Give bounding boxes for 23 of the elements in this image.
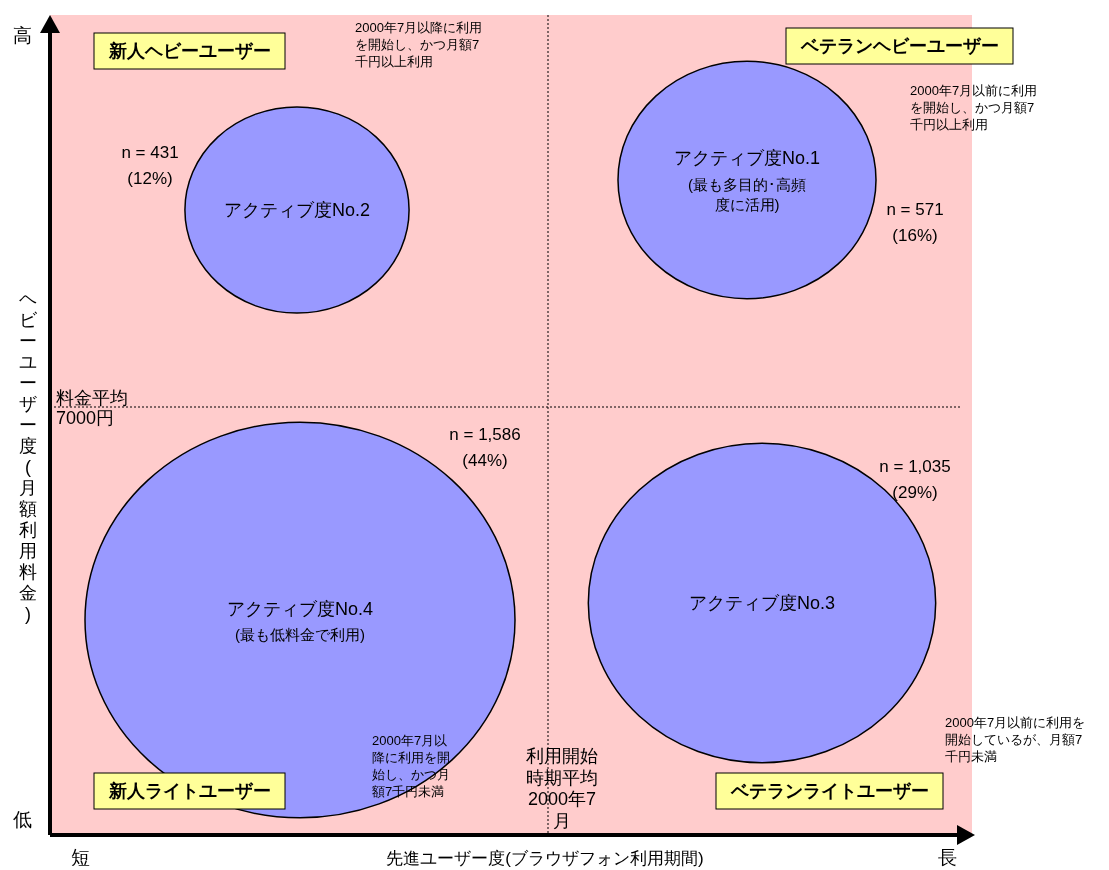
text: 新人ヘビーユーザー (108, 41, 271, 61)
data-label: n = 1,035 (29%) (879, 457, 951, 502)
text: 料金平均 7000円 (56, 388, 128, 428)
text: 長 (937, 847, 957, 868)
text: ヘビーユーザー度(月額利用料金) (19, 289, 37, 624)
text: 2000年7月以降に利用を開始し、かつ月額7千円以上利用 (355, 20, 483, 69)
text: 利用開始時期平均 2000年7月 (526, 746, 598, 831)
category-label: アクティブ度No.1 (最も多目的･高頻度に活用) (673, 148, 821, 213)
data-label: n = 1,586 (44%) (449, 425, 521, 470)
text: ベテランヘビーユーザー (800, 36, 999, 56)
data-label: n = 571 (16%) (886, 200, 944, 245)
text: 2000年7月以前に利用を開始しているが、月額7千円未満 (945, 715, 1086, 764)
category-label: アクティブ度No.3 (688, 593, 836, 613)
text: ベテランライトユーザー (730, 781, 929, 801)
data-label: n = 431 (12%) (121, 143, 179, 188)
text: 2000年7月以前に利用を開始し、かつ月額7千円以上利用 (910, 83, 1038, 132)
category-label: アクティブ度No.4 (最も低料金で利用) (226, 599, 374, 643)
text: 低 (12, 809, 32, 830)
text: 短 (70, 847, 90, 868)
text: 先進ユーザー度(ブラウザフォン利用期間) (386, 849, 704, 868)
text: 高 (12, 25, 32, 46)
category-label: アクティブ度No.2 (223, 200, 371, 220)
text: 新人ライトユーザー (108, 781, 271, 801)
